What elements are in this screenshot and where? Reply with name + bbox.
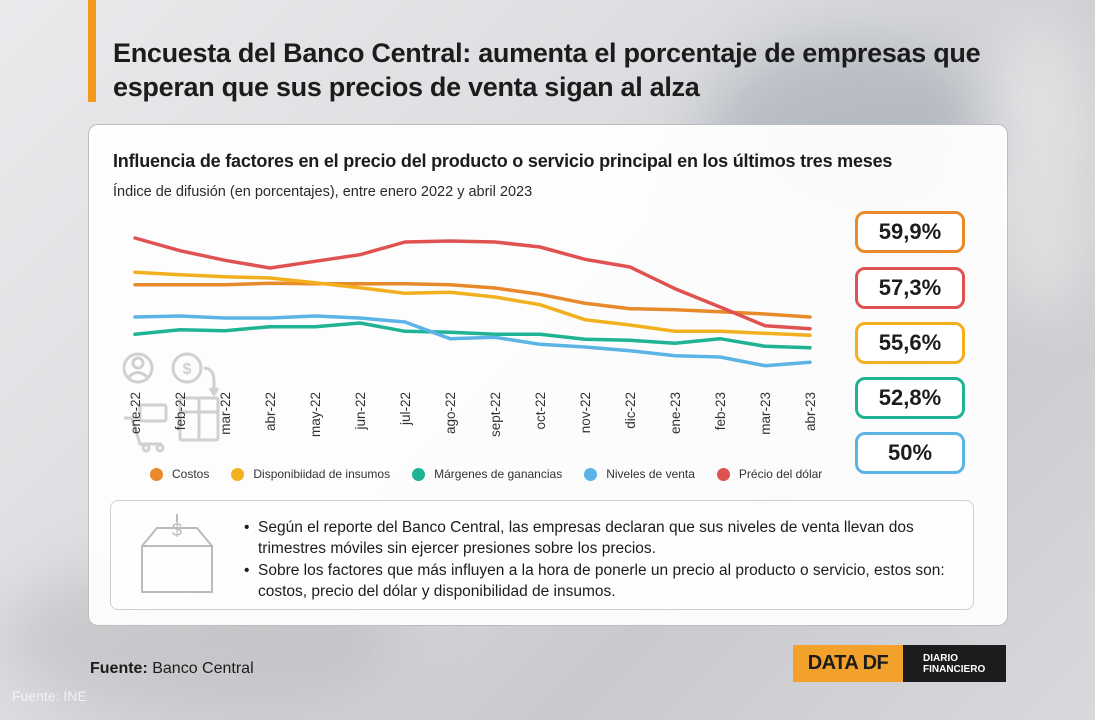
value-badge: 50% <box>855 432 965 474</box>
value-badge: 55,6% <box>855 322 965 364</box>
x-tick-label: sept-22 <box>488 392 503 437</box>
source-label: Fuente: <box>90 660 148 677</box>
source-line: Fuente: Banco Central <box>90 660 254 678</box>
x-tick-label: ene-23 <box>668 392 683 434</box>
note-item: Según el reporte del Banco Central, las … <box>244 517 962 559</box>
notes-list: Según el reporte del Banco Central, las … <box>244 517 962 603</box>
brand-logo: DATA DF DIARIO FINANCIERO <box>793 645 1006 682</box>
x-tick-label: mar-22 <box>218 392 233 435</box>
legend-swatch <box>412 467 426 481</box>
value-badge: 57,3% <box>855 267 965 309</box>
value-badge: 59,9% <box>855 211 965 253</box>
series-line <box>133 236 812 331</box>
legend-item: Précio del dólar <box>716 467 823 481</box>
x-tick-label: abr-23 <box>803 392 818 431</box>
x-tick-label: may-22 <box>308 392 323 437</box>
legend-swatch <box>716 467 730 481</box>
series-line <box>133 270 812 338</box>
logo-diario-financiero: DIARIO FINANCIERO <box>903 645 1006 682</box>
source-value: Banco Central <box>152 660 254 677</box>
legend-label: Costos <box>172 467 210 481</box>
legend-item: Márgenes de ganancias <box>412 467 562 481</box>
chart-legend: Costos Disponibiidad de insumos Márgenes d… <box>150 467 844 481</box>
legend-label: Précio del dólar <box>738 467 823 481</box>
logo-line: DIARIO <box>923 653 958 664</box>
x-tick-label: nov-22 <box>578 392 593 433</box>
legend-swatch <box>150 467 163 481</box>
page-title: Encuesta del Banco Central: aumenta el p… <box>113 38 981 102</box>
x-tick-label: jun-22 <box>353 392 368 431</box>
legend-swatch <box>231 467 245 481</box>
series-line <box>133 314 812 368</box>
legend-label: Disponibiidad de insumos <box>253 467 391 481</box>
series-line <box>133 321 812 350</box>
legend-label: Márgenes de ganancias <box>434 467 563 481</box>
legend-label: Niveles de venta <box>606 467 695 481</box>
chart-title: Influencia de factores en el precio del … <box>113 151 893 171</box>
x-tick-label: abr-22 <box>263 392 278 431</box>
value-badge: 52,8% <box>855 377 965 419</box>
x-tick-label: mar-23 <box>758 392 773 435</box>
legend-swatch <box>584 467 598 481</box>
watermark: Fuente: INE <box>12 688 87 704</box>
svg-text:$: $ <box>183 361 192 378</box>
legend-item: Disponibiidad de insumos <box>231 467 390 481</box>
note-item: Sobre los factores que más influyen a la… <box>244 560 962 602</box>
x-tick-label: jul-22 <box>398 392 413 426</box>
x-tick-label: feb-22 <box>173 392 188 430</box>
people-money-cart-icon: $ <box>122 352 220 453</box>
legend-item: Costos <box>150 467 209 481</box>
x-tick-label: ene-22 <box>128 392 143 434</box>
logo-datadf: DATA DF <box>793 645 903 682</box>
logo-line: FINANCIERO <box>923 664 986 675</box>
x-tick-label: dic-22 <box>623 392 638 429</box>
x-tick-label: oct-22 <box>533 392 548 430</box>
chart-subtitle: Índice de difusión (en porcentajes), ent… <box>113 184 533 200</box>
series-line <box>133 281 812 319</box>
x-tick-label: ago-22 <box>443 392 458 434</box>
legend-item: Niveles de venta <box>584 467 695 481</box>
headline-accent-bar <box>88 0 96 102</box>
x-tick-label: feb-23 <box>713 392 728 430</box>
